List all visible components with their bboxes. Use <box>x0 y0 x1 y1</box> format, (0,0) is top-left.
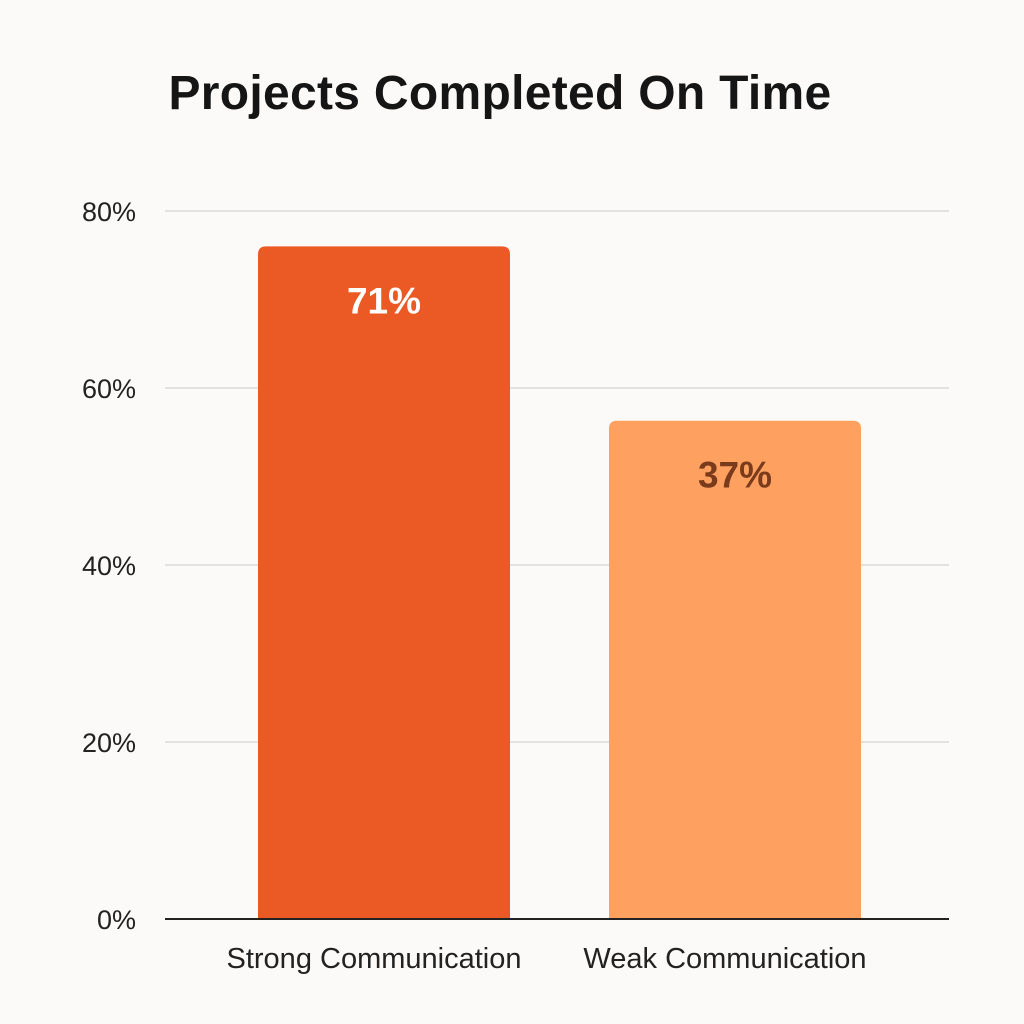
y-tick-label: 40% <box>82 551 136 581</box>
x-tick-label: Strong Communication <box>227 943 522 975</box>
y-tick-label: 20% <box>82 728 136 758</box>
x-tick-label: Weak Communication <box>583 943 866 975</box>
bar <box>258 246 510 919</box>
bar <box>609 420 861 919</box>
data-label: 71% <box>347 280 421 321</box>
y-tick-label: 80% <box>82 197 136 227</box>
data-label: 37% <box>698 455 772 496</box>
y-tick-label: 60% <box>82 374 136 404</box>
y-tick-label: 0% <box>97 905 136 935</box>
chart-title: Projects Completed On Time <box>168 67 832 120</box>
